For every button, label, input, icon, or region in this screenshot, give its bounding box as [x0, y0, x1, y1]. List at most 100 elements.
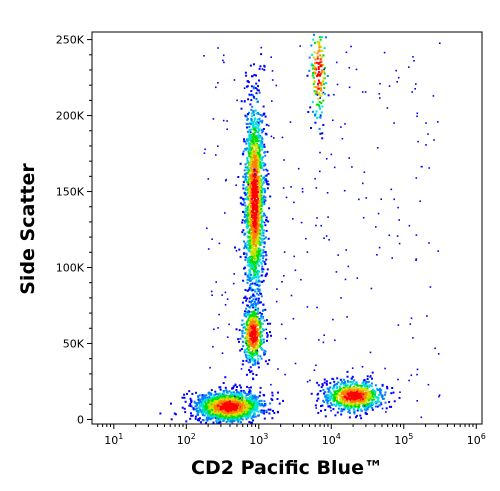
data-point: [256, 178, 259, 180]
data-point: [247, 319, 250, 322]
data-point: [322, 124, 325, 126]
data-point: [203, 152, 206, 154]
data-point: [216, 396, 219, 398]
data-point: [239, 397, 242, 400]
data-point: [366, 381, 369, 384]
data-point: [254, 126, 257, 129]
data-point: [242, 197, 244, 200]
data-point: [253, 273, 256, 276]
data-point: [260, 142, 263, 145]
data-point: [245, 178, 247, 181]
data-point: [265, 273, 268, 276]
data-point: [253, 344, 256, 347]
data-point: [241, 415, 243, 418]
data-point: [252, 302, 255, 305]
data-point: [263, 176, 266, 179]
data-point: [237, 399, 240, 402]
data-point: [275, 300, 278, 303]
data-point: [244, 297, 247, 299]
data-point: [253, 295, 256, 298]
data-point: [246, 338, 249, 341]
data-point: [306, 74, 309, 77]
data-point: [271, 399, 274, 401]
data-point: [252, 134, 255, 137]
data-point: [416, 368, 419, 371]
data-point: [306, 380, 309, 383]
data-point: [416, 400, 418, 402]
data-point: [409, 323, 412, 325]
data-point: [255, 92, 258, 95]
data-point: [194, 408, 197, 411]
data-point: [379, 392, 382, 395]
data-point: [210, 393, 213, 396]
data-point: [254, 191, 257, 193]
data-point: [256, 344, 259, 347]
data-point: [310, 127, 312, 129]
data-point: [321, 404, 324, 407]
data-point: [237, 396, 240, 399]
data-point: [255, 407, 258, 410]
data-point: [262, 234, 265, 237]
data-point: [259, 311, 262, 314]
data-point: [245, 85, 248, 88]
data-point: [253, 204, 256, 207]
data-point: [207, 406, 210, 409]
data-point: [322, 91, 325, 94]
data-point: [257, 225, 260, 227]
data-point: [330, 395, 333, 398]
data-point: [245, 179, 248, 182]
data-point: [234, 395, 236, 398]
data-point: [252, 229, 255, 232]
data-point: [397, 206, 399, 209]
data-point: [249, 284, 252, 287]
data-point: [260, 208, 263, 210]
data-point: [324, 415, 327, 418]
data-point: [253, 118, 256, 121]
data-point: [259, 205, 262, 208]
data-point: [320, 114, 322, 117]
data-point: [371, 404, 374, 407]
data-point: [252, 265, 255, 268]
data-point: [259, 114, 262, 116]
data-point: [249, 212, 252, 215]
data-point: [246, 332, 249, 335]
data-point: [255, 186, 258, 189]
data-point: [312, 72, 314, 75]
data-point: [251, 75, 253, 78]
data-point: [253, 263, 255, 266]
data-point: [259, 158, 262, 161]
data-point: [259, 187, 261, 190]
data-point: [337, 407, 340, 410]
data-point: [252, 166, 255, 169]
data-point: [417, 140, 419, 143]
data-point: [248, 203, 250, 206]
data-point: [322, 399, 325, 402]
data-point: [327, 396, 329, 399]
data-point: [331, 403, 334, 406]
data-point: [251, 260, 254, 263]
data-point: [214, 390, 217, 393]
data-point: [254, 308, 257, 311]
data-point: [253, 269, 256, 271]
data-point: [255, 271, 258, 274]
data-point: [259, 229, 261, 232]
data-point: [254, 343, 257, 346]
data-point: [319, 95, 322, 98]
data-point: [251, 190, 254, 193]
data-point: [254, 406, 257, 409]
data-point: [247, 397, 250, 400]
data-point: [381, 394, 384, 397]
data-point: [260, 234, 263, 237]
data-point: [397, 324, 400, 326]
data-point: [378, 400, 381, 403]
data-point: [257, 410, 260, 413]
data-point: [254, 145, 257, 148]
data-point: [246, 208, 249, 211]
data-point: [221, 398, 224, 401]
data-point: [259, 326, 262, 329]
data-point: [265, 174, 268, 177]
data-point: [314, 112, 317, 115]
data-point: [247, 310, 250, 312]
data-point: [408, 224, 411, 227]
data-point: [257, 112, 260, 115]
